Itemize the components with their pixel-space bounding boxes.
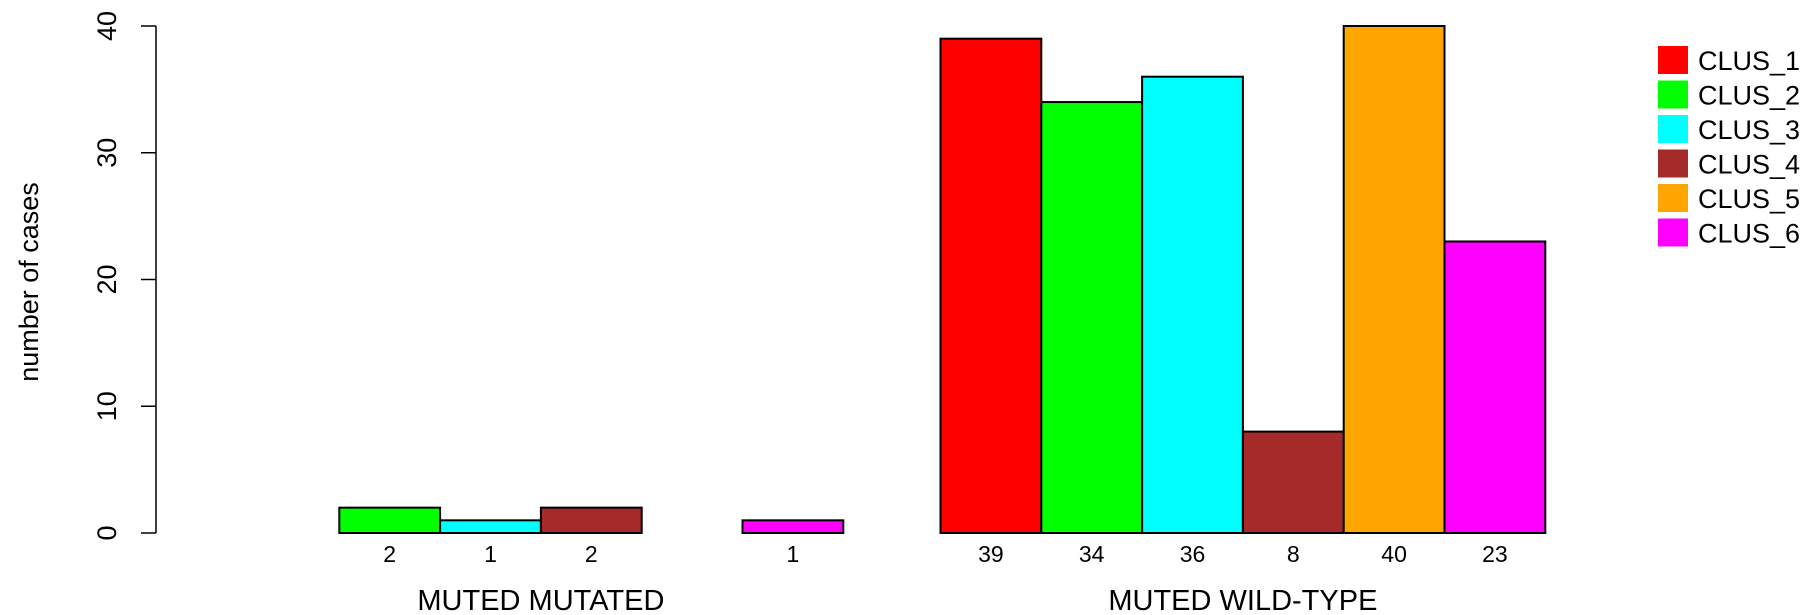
legend-label: CLUS_3 xyxy=(1698,115,1800,145)
bar xyxy=(1040,101,1144,535)
legend-label: CLUS_1 xyxy=(1698,46,1800,76)
bar-value-label: 23 xyxy=(1482,541,1508,567)
legend-swatch xyxy=(1658,115,1688,143)
bar-value-label: 1 xyxy=(787,541,800,567)
legend-swatch xyxy=(1658,218,1688,247)
y-tick-label: 30 xyxy=(92,138,122,168)
bar xyxy=(741,519,845,535)
legend-label: CLUS_4 xyxy=(1698,150,1800,180)
bar xyxy=(939,37,1043,535)
group-labels: MUTED MUTATED MUTED WILD-TYPE xyxy=(417,585,1377,615)
y-axis-label: number of cases xyxy=(14,182,44,382)
bar-value-label: 39 xyxy=(978,541,1004,567)
bar-value-label: 8 xyxy=(1287,541,1300,567)
bar xyxy=(539,506,643,534)
legend: CLUS_1 CLUS_2 CLUS_3 CLUS_4 CLUS_5 CLUS_6 xyxy=(1658,46,1800,249)
legend-label: CLUS_6 xyxy=(1698,219,1800,249)
bar-value-label: 36 xyxy=(1180,541,1206,567)
y-tick-label: 20 xyxy=(92,264,122,294)
bar-value-label: 34 xyxy=(1079,541,1105,567)
group-label: MUTED WILD-TYPE xyxy=(1108,585,1377,615)
legend-swatch xyxy=(1658,184,1688,212)
bar xyxy=(1342,25,1446,534)
bar xyxy=(1443,240,1547,534)
bar xyxy=(1141,75,1244,534)
bar xyxy=(1241,430,1345,535)
legend-swatch xyxy=(1658,80,1688,109)
bar-value-label: 2 xyxy=(585,541,598,567)
value-labels: 2 1 2 1 39 34 36 8 40 23 xyxy=(383,541,1507,567)
y-tick-label: 0 xyxy=(92,525,122,540)
legend-swatch xyxy=(1658,46,1688,74)
legend-swatch xyxy=(1658,149,1688,178)
y-axis: 0 10 20 30 40 xyxy=(92,11,157,541)
bar-value-label: 40 xyxy=(1381,541,1407,567)
bar xyxy=(338,506,442,534)
legend-label: CLUS_5 xyxy=(1698,184,1800,214)
y-tick-label: 10 xyxy=(92,391,122,421)
legend-label: CLUS_2 xyxy=(1698,81,1800,111)
bar xyxy=(439,519,542,535)
bar-value-label: 2 xyxy=(383,541,396,567)
bars xyxy=(338,25,1547,535)
group-label: MUTED MUTATED xyxy=(417,585,664,615)
y-tick-label: 40 xyxy=(92,11,122,41)
bar-value-label: 1 xyxy=(484,541,497,567)
